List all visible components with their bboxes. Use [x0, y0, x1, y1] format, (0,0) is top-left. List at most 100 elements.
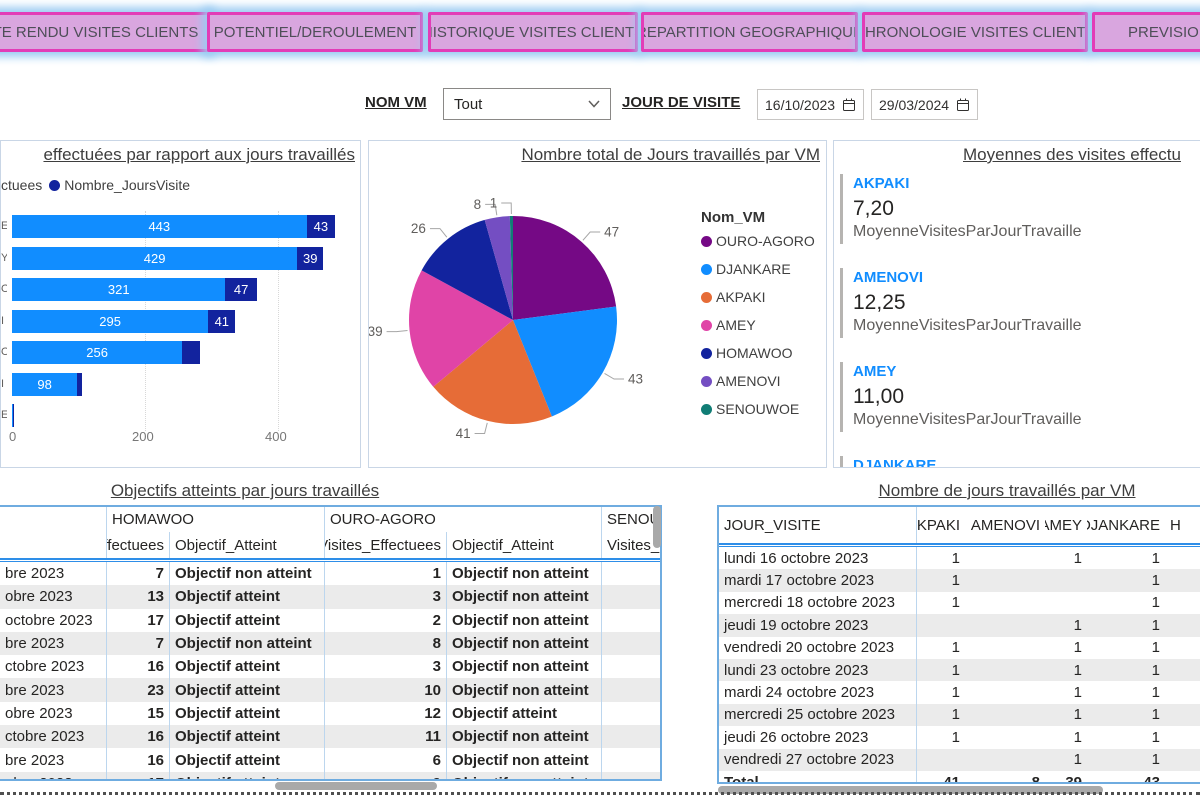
- bar-row[interactable]: O256: [1, 341, 200, 364]
- table-cell: [1165, 614, 1200, 636]
- table-row[interactable]: bre 2023 7 Objectif non atteint 8 Objectif n…: [0, 631, 660, 656]
- table-total-row[interactable]: Total 41 8 39 43: [719, 770, 1200, 784]
- pie-slice-homawoo[interactable]: [421, 219, 513, 320]
- table-cell: 39: [1065, 773, 1082, 784]
- date-from-input[interactable]: 16/10/2023: [757, 89, 864, 120]
- legend-dot-icon: [701, 347, 712, 359]
- table-row[interactable]: bre 2023 16 Objectif atteint 6 Objectif non …: [0, 748, 660, 772]
- pie-slice-amenovi[interactable]: [484, 216, 513, 320]
- table-row[interactable]: mardi 17 octobre 2023 1 1: [719, 569, 1200, 592]
- bar-row[interactable]: E: [1, 404, 15, 427]
- table-cell: 7: [107, 631, 170, 656]
- bar-segment-visites[interactable]: 295: [12, 309, 209, 333]
- left-table-vertical-scrollbar[interactable]: [653, 506, 661, 548]
- bar-row[interactable]: Y42939: [1, 246, 324, 270]
- bar-segment-visites[interactable]: 443: [12, 215, 307, 238]
- table-row[interactable]: octobre 2023 17 Objectif atteint 2 Objectif …: [0, 608, 660, 632]
- bar-row[interactable]: I 98: [1, 372, 83, 396]
- table-cell: 1: [1151, 728, 1160, 746]
- pie-legend-item-akpaki[interactable]: AKPAKI: [701, 289, 766, 305]
- table-cell: obre 2023: [0, 701, 107, 726]
- table-cell: [965, 637, 1045, 659]
- bar-row[interactable]: O32147: [1, 278, 257, 301]
- pie-legend-item-senouwoe[interactable]: SENOUWOE: [701, 401, 799, 417]
- legend-dot-icon: [701, 291, 712, 303]
- pie-legend-item-djankare[interactable]: DJANKARE: [701, 261, 791, 277]
- table-row[interactable]: ctobre 2023 16 Objectif atteint 11 Objectif …: [0, 725, 660, 749]
- tab-chronologie-visites-clients[interactable]: CHRONOLOGIE VISITES CLIENTS: [862, 12, 1088, 52]
- table-row[interactable]: bre 2023 7 Objectif non atteint 1 Objectif n…: [0, 562, 660, 586]
- bar-segment-jours[interactable]: 43: [306, 215, 336, 238]
- table-cell: [602, 678, 660, 701]
- tab-historique-visites-clients[interactable]: HISTORIQUE VISITES CLIENTS: [428, 12, 638, 52]
- table-cell: mercredi 25 octobre 2023: [719, 703, 917, 727]
- table-cell: 1: [1073, 706, 1082, 724]
- bar-row[interactable]: E44343: [1, 215, 336, 238]
- table-row[interactable]: obre 2023 13 Objectif atteint 3 Objectif non…: [0, 585, 660, 609]
- bar-row[interactable]: I 295 41: [1, 309, 236, 333]
- table-row[interactable]: vendredi 27 octobre 2023 1 1: [719, 748, 1200, 771]
- table-row[interactable]: obre 2023 15 Objectif atteint 12 Objectif at…: [0, 701, 660, 726]
- date-from-value: 16/10/2023: [765, 96, 836, 113]
- bar-segment-jours[interactable]: [12, 404, 15, 427]
- table-row[interactable]: bre 2023 23 Objectif atteint 10 Objectif non…: [0, 678, 660, 702]
- pie-legend-title: Nom_VM: [701, 209, 766, 226]
- table-cell: 41: [943, 773, 960, 784]
- bar-segment-jours[interactable]: 41: [208, 309, 236, 333]
- tab-compte-rendu-visites-clients[interactable]: PTE RENDU VISITES CLIENTS: [0, 12, 211, 52]
- bar-segment-jours[interactable]: [182, 341, 200, 364]
- table-cell: 16: [107, 655, 170, 679]
- pie-legend-item-amenovi[interactable]: AMENOVI: [701, 373, 781, 389]
- table-row[interactable]: jeudi 26 octobre 2023 1 1 1: [719, 726, 1200, 749]
- table-row[interactable]: mardi 24 octobre 2023 1 1 1: [719, 681, 1200, 704]
- nom-vm-dropdown[interactable]: Tout: [443, 88, 611, 120]
- table-row[interactable]: vendredi 20 octobre 2023 1 1 1: [719, 636, 1200, 659]
- pie-slice-djankare[interactable]: [513, 306, 617, 417]
- pie-legend-item-homawoo[interactable]: HOMAWOO: [701, 345, 792, 361]
- card-accent-bar: [840, 174, 843, 244]
- bar-segment-jours[interactable]: [77, 372, 83, 396]
- pie-slice-akpaki[interactable]: [433, 320, 552, 424]
- bar-segment-visites[interactable]: 256: [12, 341, 183, 364]
- date-to-input[interactable]: 29/03/2024: [871, 89, 978, 120]
- pie-slice-senouwoe[interactable]: [509, 216, 513, 320]
- tab-repartition-geographique[interactable]: REPARTITION GEOGRAPHIQUE: [641, 12, 858, 52]
- table-row[interactable]: ctobre 2023 16 Objectif atteint 3 Objectif n…: [0, 655, 660, 679]
- bar-segment-visites[interactable]: 98: [12, 372, 78, 396]
- legend-item-nombre-joursvisite[interactable]: Nombre_JoursVisite: [64, 177, 191, 193]
- table-cell: Objectif non atteint: [447, 562, 602, 586]
- bar-segment-visites[interactable]: 429: [12, 246, 298, 270]
- table-row[interactable]: jeudi 19 octobre 2023 1 1: [719, 614, 1200, 637]
- bar-segment-jours[interactable]: 39: [297, 246, 324, 270]
- bar-segment-visites[interactable]: [12, 404, 13, 427]
- tab-previsions[interactable]: PREVISIO: [1092, 12, 1200, 52]
- left-table-horizontal-scrollbar[interactable]: [275, 782, 437, 790]
- bar-chart-legend[interactable]: ctuees Nombre_JoursVisite: [1, 177, 190, 193]
- bar-segment-jours[interactable]: 47: [225, 278, 257, 301]
- pie-chart-title: Nombre total de Jours travaillés par VM: [521, 145, 820, 164]
- table-row[interactable]: mercredi 25 octobre 2023 1 1 1: [719, 703, 1200, 727]
- bar-category-label: E: [1, 404, 7, 427]
- legend-item-visites-effectuees[interactable]: ctuees: [1, 177, 43, 193]
- pie-slice-ouro-agoro[interactable]: [513, 216, 617, 320]
- right-table-horizontal-scrollbar[interactable]: [718, 786, 1103, 794]
- table-header-row[interactable]: EffectueesObjectif_AtteintVisites_Effect…: [0, 532, 660, 558]
- table-cell: 10: [325, 678, 447, 702]
- pie-chart: 47 43 41 39 26 8 1: [369, 196, 643, 441]
- tab-label: PREVISIO: [1128, 23, 1199, 41]
- table-cell: Objectif non atteint: [447, 678, 602, 702]
- legend-dot-icon: [701, 263, 712, 275]
- table-row[interactable]: mercredi 18 octobre 2023 1 1: [719, 591, 1200, 615]
- bar-segment-visites[interactable]: 321: [12, 278, 226, 301]
- table-cell: [602, 655, 660, 678]
- table-header-row[interactable]: JOUR_VISITEAKPAKI AMENOVI AMEY DJANKARE H: [719, 507, 1200, 543]
- pie-legend-item-ouro-agoro[interactable]: OURO-AGORO: [701, 233, 815, 249]
- table-row[interactable]: lundi 23 octobre 2023 1 1 1: [719, 658, 1200, 682]
- tab-potentiel-deroulement[interactable]: POTENTIEL/DEROULEMENT: [207, 12, 423, 52]
- bar-category-label: O: [1, 278, 7, 301]
- pie-legend-item-amey[interactable]: AMEY: [701, 317, 756, 333]
- pie-slice-amey[interactable]: [409, 270, 513, 387]
- table-row[interactable]: lundi 16 octobre 2023 1 1 1: [719, 547, 1200, 570]
- table-header-cell: AMEY: [1045, 516, 1082, 534]
